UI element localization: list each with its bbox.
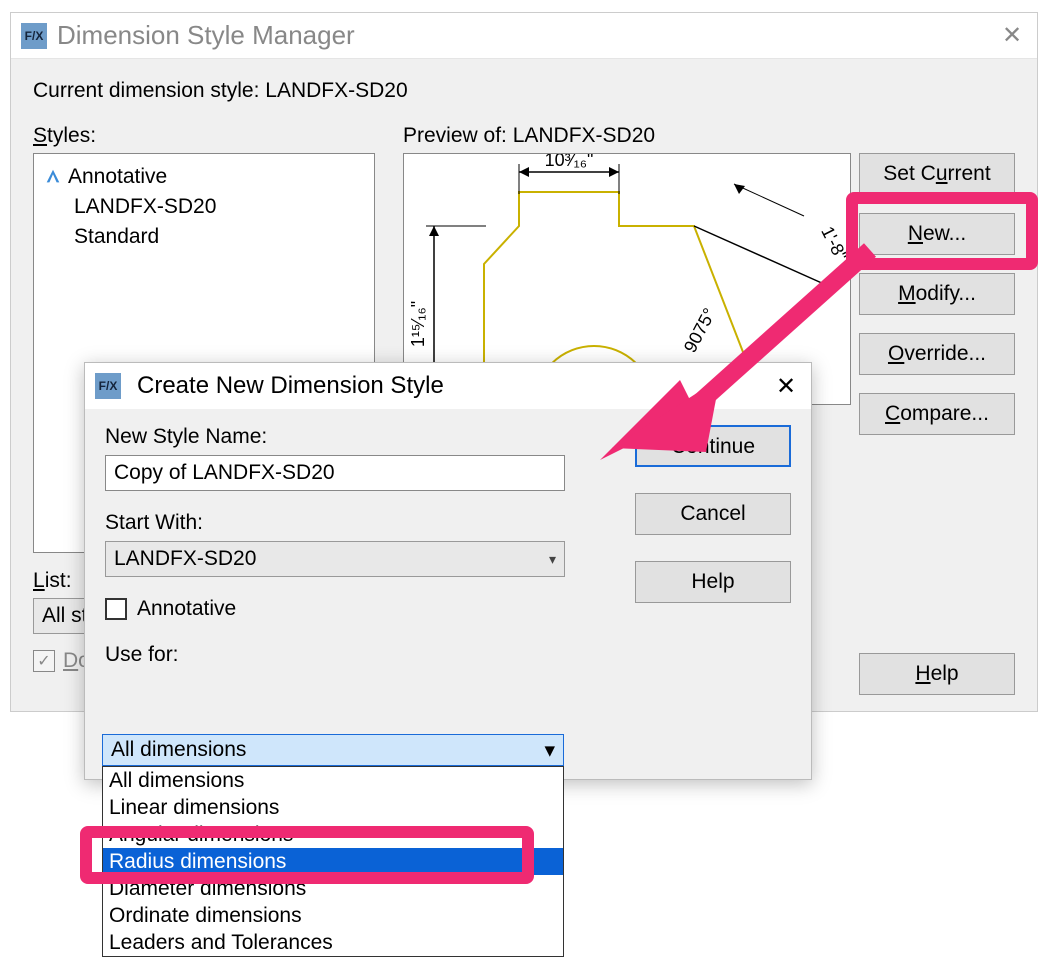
window-title: Dimension Style Manager: [57, 20, 997, 51]
dim-angle: 9075°: [680, 305, 720, 356]
fx-app-icon: F/X: [21, 23, 47, 49]
annotative-checkbox[interactable]: [105, 598, 127, 620]
styles-label: Styles:: [33, 124, 96, 148]
use-for-value: All dimensions: [111, 738, 246, 762]
list-label: List:: [33, 569, 72, 593]
right-button-column: Set Current New... Modify... Override...…: [859, 153, 1015, 453]
use-for-option[interactable]: Leaders and Tolerances: [103, 929, 563, 956]
use-for-option[interactable]: Angular dimensions: [103, 821, 563, 848]
use-for-option[interactable]: Linear dimensions: [103, 794, 563, 821]
cancel-button[interactable]: Cancel: [635, 493, 791, 535]
new-style-name-input[interactable]: [105, 455, 565, 491]
compare-button[interactable]: Compare...: [859, 393, 1015, 435]
set-current-button[interactable]: Set Current: [859, 153, 1015, 195]
start-with-value: LANDFX-SD20: [114, 547, 256, 571]
use-for-label: Use for:: [105, 643, 791, 667]
use-for-dropdown[interactable]: All dimensionsLinear dimensionsAngular d…: [102, 766, 564, 957]
style-item-label: Standard: [74, 222, 159, 252]
close-icon[interactable]: ✕: [771, 372, 801, 401]
checkbox-icon[interactable]: ✓: [33, 650, 55, 672]
use-for-option[interactable]: Ordinate dimensions: [103, 902, 563, 929]
close-icon[interactable]: ✕: [997, 21, 1027, 50]
style-item-label: Annotative: [68, 162, 167, 192]
use-for-combo[interactable]: All dimensions ▾: [102, 734, 564, 766]
inner-window-title: Create New Dimension Style: [137, 372, 771, 400]
help-button[interactable]: Help: [859, 653, 1015, 695]
preview-label: Preview of: LANDFX-SD20: [403, 124, 655, 148]
style-item-annotative[interactable]: Annotative: [44, 162, 364, 192]
use-for-option[interactable]: Radius dimensions: [103, 848, 563, 875]
modify-button[interactable]: Modify...: [859, 273, 1015, 315]
inner-titlebar: F/X Create New Dimension Style ✕: [85, 363, 811, 409]
annotative-icon: [44, 168, 62, 186]
style-item-landfx[interactable]: LANDFX-SD20: [44, 192, 364, 222]
help-button[interactable]: Help: [635, 561, 791, 603]
new-button[interactable]: New...: [859, 213, 1015, 255]
titlebar: F/X Dimension Style Manager ✕: [11, 13, 1037, 59]
chevron-down-icon: ▾: [544, 738, 555, 763]
style-item-label: LANDFX-SD20: [74, 192, 216, 222]
start-with-combo[interactable]: LANDFX-SD20 ▾: [105, 541, 565, 577]
inner-right-buttons: Continue Cancel Help: [635, 425, 791, 629]
override-button[interactable]: Override...: [859, 333, 1015, 375]
dim-left: 1¹⁵⁄₁₆": [408, 301, 428, 347]
dim-diag: 1'-8": [817, 223, 851, 264]
current-style-line: Current dimension style: LANDFX-SD20: [33, 79, 1015, 103]
use-for-option[interactable]: Diameter dimensions: [103, 875, 563, 902]
fx-app-icon: F/X: [95, 373, 121, 399]
continue-button[interactable]: Continue: [635, 425, 791, 467]
dim-top: 10³⁄₁₆": [545, 154, 594, 170]
style-item-standard[interactable]: Standard: [44, 222, 364, 252]
chevron-down-icon: ▾: [549, 551, 556, 568]
annotative-label: Annotative: [137, 597, 236, 621]
use-for-option[interactable]: All dimensions: [103, 767, 563, 794]
create-new-dimstyle-dialog: F/X Create New Dimension Style ✕ New Sty…: [84, 362, 812, 780]
